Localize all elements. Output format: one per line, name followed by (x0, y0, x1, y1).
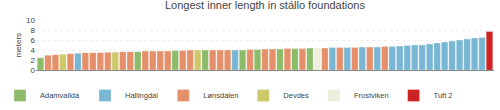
svg-text:10: 10 (26, 16, 35, 25)
svg-text:Adamvalldá: Adamvalldá (40, 91, 80, 100)
svg-text:Lønsdalen: Lønsdalen (203, 91, 238, 100)
svg-text:6: 6 (31, 36, 36, 45)
svg-text:2: 2 (31, 56, 36, 65)
svg-text:Devdes: Devdes (283, 91, 309, 100)
svg-text:Longest inner length in stállo: Longest inner length in stállo foundatio… (165, 0, 365, 11)
svg-text:Hallingdal: Hallingdal (125, 91, 158, 100)
svg-text:8: 8 (31, 26, 36, 35)
svg-text:Frostviken: Frostviken (354, 91, 389, 100)
svg-text:4: 4 (31, 46, 36, 55)
svg-text:0: 0 (31, 66, 36, 75)
svg-text:Tuft 2: Tuft 2 (434, 91, 453, 100)
svg-text:meters: meters (14, 33, 23, 57)
